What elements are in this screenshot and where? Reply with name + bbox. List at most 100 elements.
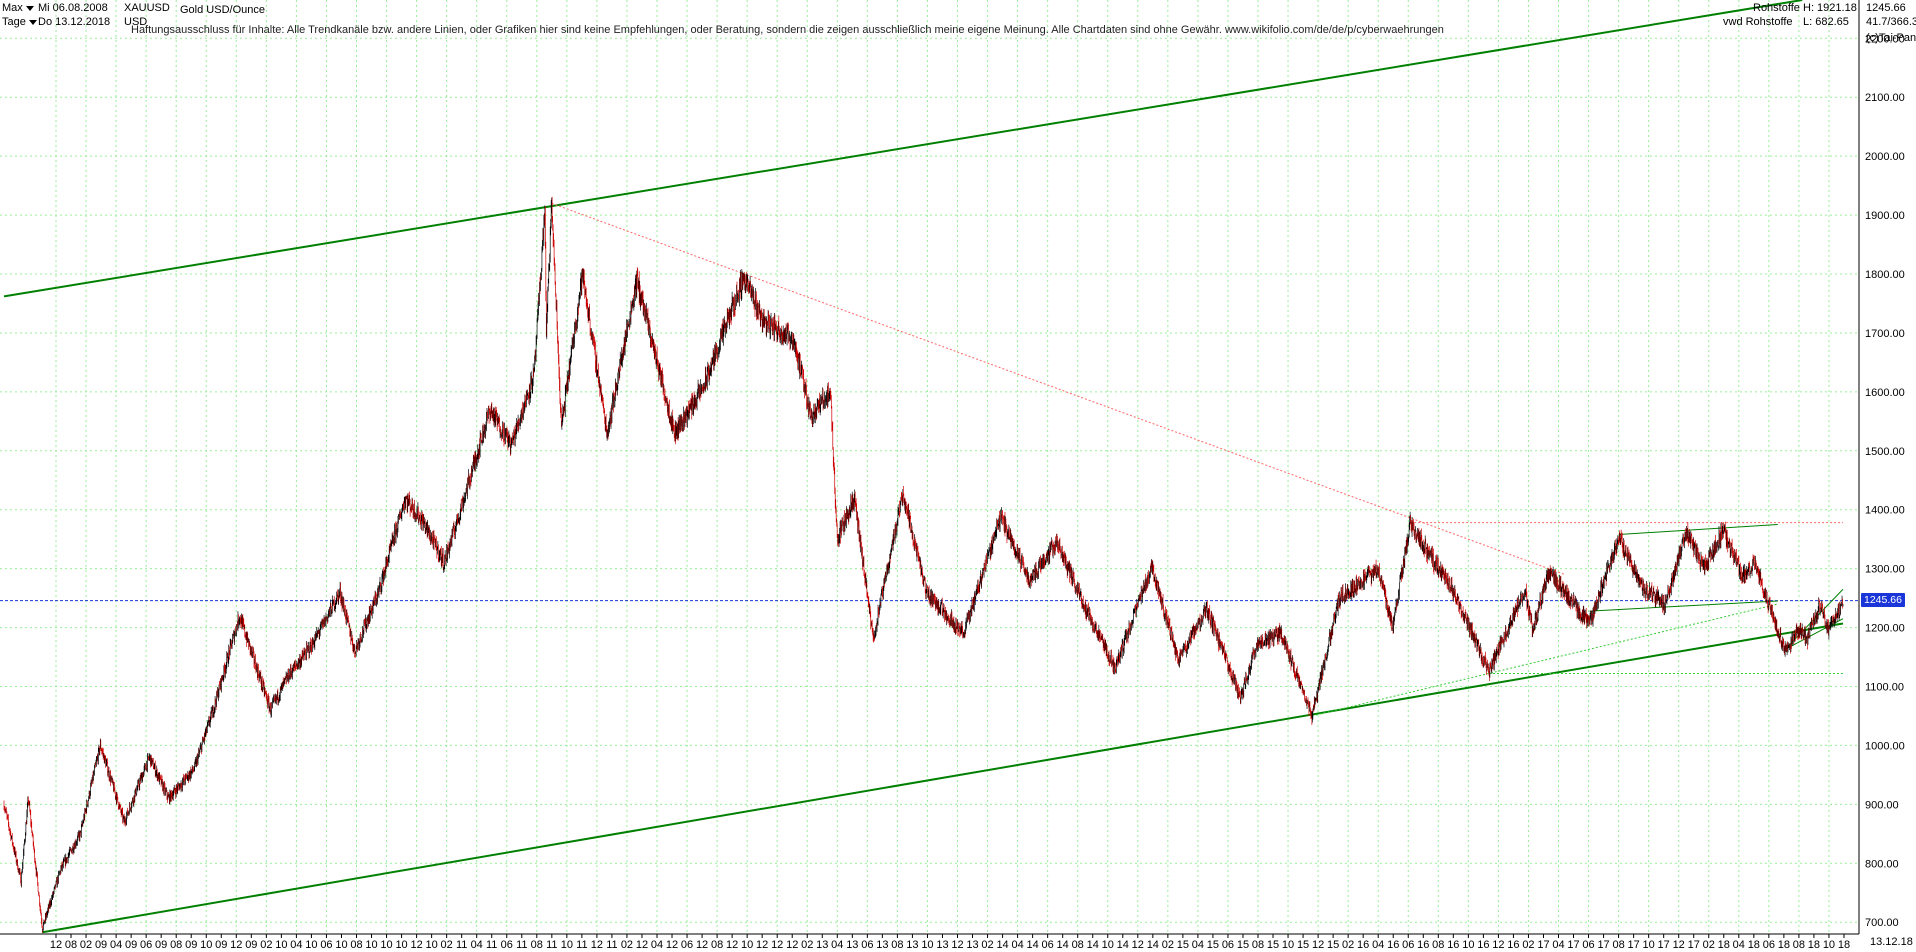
x-tick-label: 08 xyxy=(531,939,543,951)
x-tick-label: 14 xyxy=(1117,939,1129,951)
trendlines xyxy=(0,0,1859,934)
x-tick-label: 09 xyxy=(95,939,107,951)
x-tick-label: 10 xyxy=(1102,939,1114,951)
current-price-tag: 1245.66 xyxy=(1861,592,1905,607)
x-tick-label: 12 xyxy=(756,939,768,951)
x-tick-label: 12 xyxy=(726,939,738,951)
x-tick-label: 10 xyxy=(741,939,753,951)
x-tick-label: 18 xyxy=(1718,939,1730,951)
x-tick-label: 04 xyxy=(1552,939,1564,951)
x-tick-label: 08 xyxy=(1432,939,1444,951)
x-tick-label: 17 xyxy=(1597,939,1609,951)
x-tick-label: 10 xyxy=(305,939,317,951)
y-tick-label: 700.00 xyxy=(1865,917,1899,929)
x-tick-label: 15 xyxy=(1327,939,1339,951)
x-tick-label: 15 xyxy=(1177,939,1189,951)
price-axis: 700.00 800.00 900.00 1000.00 1100.00 1200.00 1… xyxy=(1858,0,1905,934)
x-tick-label: 02 xyxy=(981,939,993,951)
x-tick-label: 10 xyxy=(395,939,407,951)
x-tick-label: 10 xyxy=(426,939,438,951)
x-tick-label: 18 xyxy=(1778,939,1790,951)
x-tick-label: 14 xyxy=(1057,939,1069,951)
x-tick-label: 06 xyxy=(1402,939,1414,951)
x-tick-label: 15 xyxy=(1207,939,1219,951)
x-tick-label: 10 xyxy=(380,939,392,951)
x-tick-label: 10 xyxy=(275,939,287,951)
low-value: L: 682.65 xyxy=(1803,16,1849,28)
x-tick-label: 16 xyxy=(1357,939,1369,951)
instrument-name: Gold USD/Ounce xyxy=(180,4,265,16)
x-tick-label: 10 xyxy=(200,939,212,951)
x-tick-label: 06 xyxy=(1582,939,1594,951)
x-tick-label: 13 xyxy=(816,939,828,951)
x-tick-label: 04 xyxy=(471,939,483,951)
end-date: Do 13.12.2018 xyxy=(38,16,111,28)
x-tick-label: 08 xyxy=(65,939,77,951)
x-tick-label: 17 xyxy=(1537,939,1549,951)
x-tick-label: 08 xyxy=(1072,939,1084,951)
x-tick-label: 09 xyxy=(185,939,197,951)
x-tick-label: 14 xyxy=(996,939,1008,951)
x-tick-label: 11 xyxy=(546,939,557,951)
x-tick-label: 10 xyxy=(1282,939,1294,951)
range-selector[interactable]: Max xyxy=(2,2,34,14)
x-tick-label: 02 xyxy=(80,939,92,951)
x-tick-label: 15 xyxy=(1267,939,1279,951)
x-tick-label: 17 xyxy=(1658,939,1670,951)
disclaimer-text: Haftungsausschluss für Inhalte: Alle Tre… xyxy=(131,24,1444,36)
x-tick-label: 12 xyxy=(1132,939,1144,951)
x-tick-label: 08 xyxy=(170,939,182,951)
period-selector[interactable]: Tage xyxy=(2,16,37,28)
trendline xyxy=(1589,600,1778,612)
x-tick-label: 09 xyxy=(215,939,227,951)
x-tick-label: 04 xyxy=(1011,939,1023,951)
x-tick-label: 12 xyxy=(230,939,242,951)
trendline xyxy=(1618,523,1778,535)
footer-date: 13.12.18 xyxy=(1870,936,1913,948)
x-tick-label: 08 xyxy=(1252,939,1264,951)
x-tick-label: 10 xyxy=(1643,939,1655,951)
x-tick-label: 08 xyxy=(711,939,723,951)
chart-grid xyxy=(0,0,1859,934)
x-tick-label: 11 xyxy=(516,939,527,951)
x-tick-label: 06 xyxy=(501,939,513,951)
x-tick-label: 06 xyxy=(1042,939,1054,951)
y-tick-label: 1500.00 xyxy=(1865,446,1905,458)
y-tick-label: 1400.00 xyxy=(1865,505,1905,517)
x-tick-label: 10 xyxy=(365,939,377,951)
x-tick-label: 16 xyxy=(1387,939,1399,951)
last-price: 1245.66 xyxy=(1866,2,1906,14)
x-tick-label: 16 xyxy=(1507,939,1519,951)
y-tick-label: 1000.00 xyxy=(1865,740,1905,752)
x-tick-label: 11 xyxy=(606,939,617,951)
x-tick-label: 02 xyxy=(260,939,272,951)
y-tick-label: 2100.00 xyxy=(1865,92,1905,104)
y-tick-label: 1300.00 xyxy=(1865,564,1905,576)
x-tick-label: 16 xyxy=(1477,939,1489,951)
x-tick-label: 04 xyxy=(651,939,663,951)
x-tick-label: 12 xyxy=(50,939,62,951)
x-tick-label: 08 xyxy=(891,939,903,951)
x-tick-label: 06 xyxy=(1222,939,1234,951)
x-tick-label: 12 xyxy=(771,939,783,951)
x-tick-label: 02 xyxy=(441,939,453,951)
x-tick-label: 09 xyxy=(245,939,257,951)
x-tick-label: 15 xyxy=(1297,939,1309,951)
x-tick-label: 09 xyxy=(155,939,167,951)
x-tick-label: 12 xyxy=(696,939,708,951)
y-tick-label: 900.00 xyxy=(1865,799,1899,811)
candlestick-series xyxy=(3,196,1844,933)
x-tick-label: 16 xyxy=(1417,939,1429,951)
group-label-2: vwd Rohstoffe xyxy=(1723,16,1793,28)
y-tick-label: 1700.00 xyxy=(1865,328,1905,340)
x-tick-label: 04 xyxy=(831,939,843,951)
group-label-1: Rohstoffe xyxy=(1753,2,1800,14)
x-tick-label: 12 xyxy=(591,939,603,951)
x-tick-label: 18 xyxy=(1748,939,1760,951)
x-tick-label: 04 xyxy=(290,939,302,951)
x-tick-label: 02 xyxy=(1162,939,1174,951)
x-tick-label: 10 xyxy=(1823,939,1835,951)
symbol-label: XAUUSD xyxy=(124,2,170,14)
x-tick-label: 04 xyxy=(1733,939,1745,951)
